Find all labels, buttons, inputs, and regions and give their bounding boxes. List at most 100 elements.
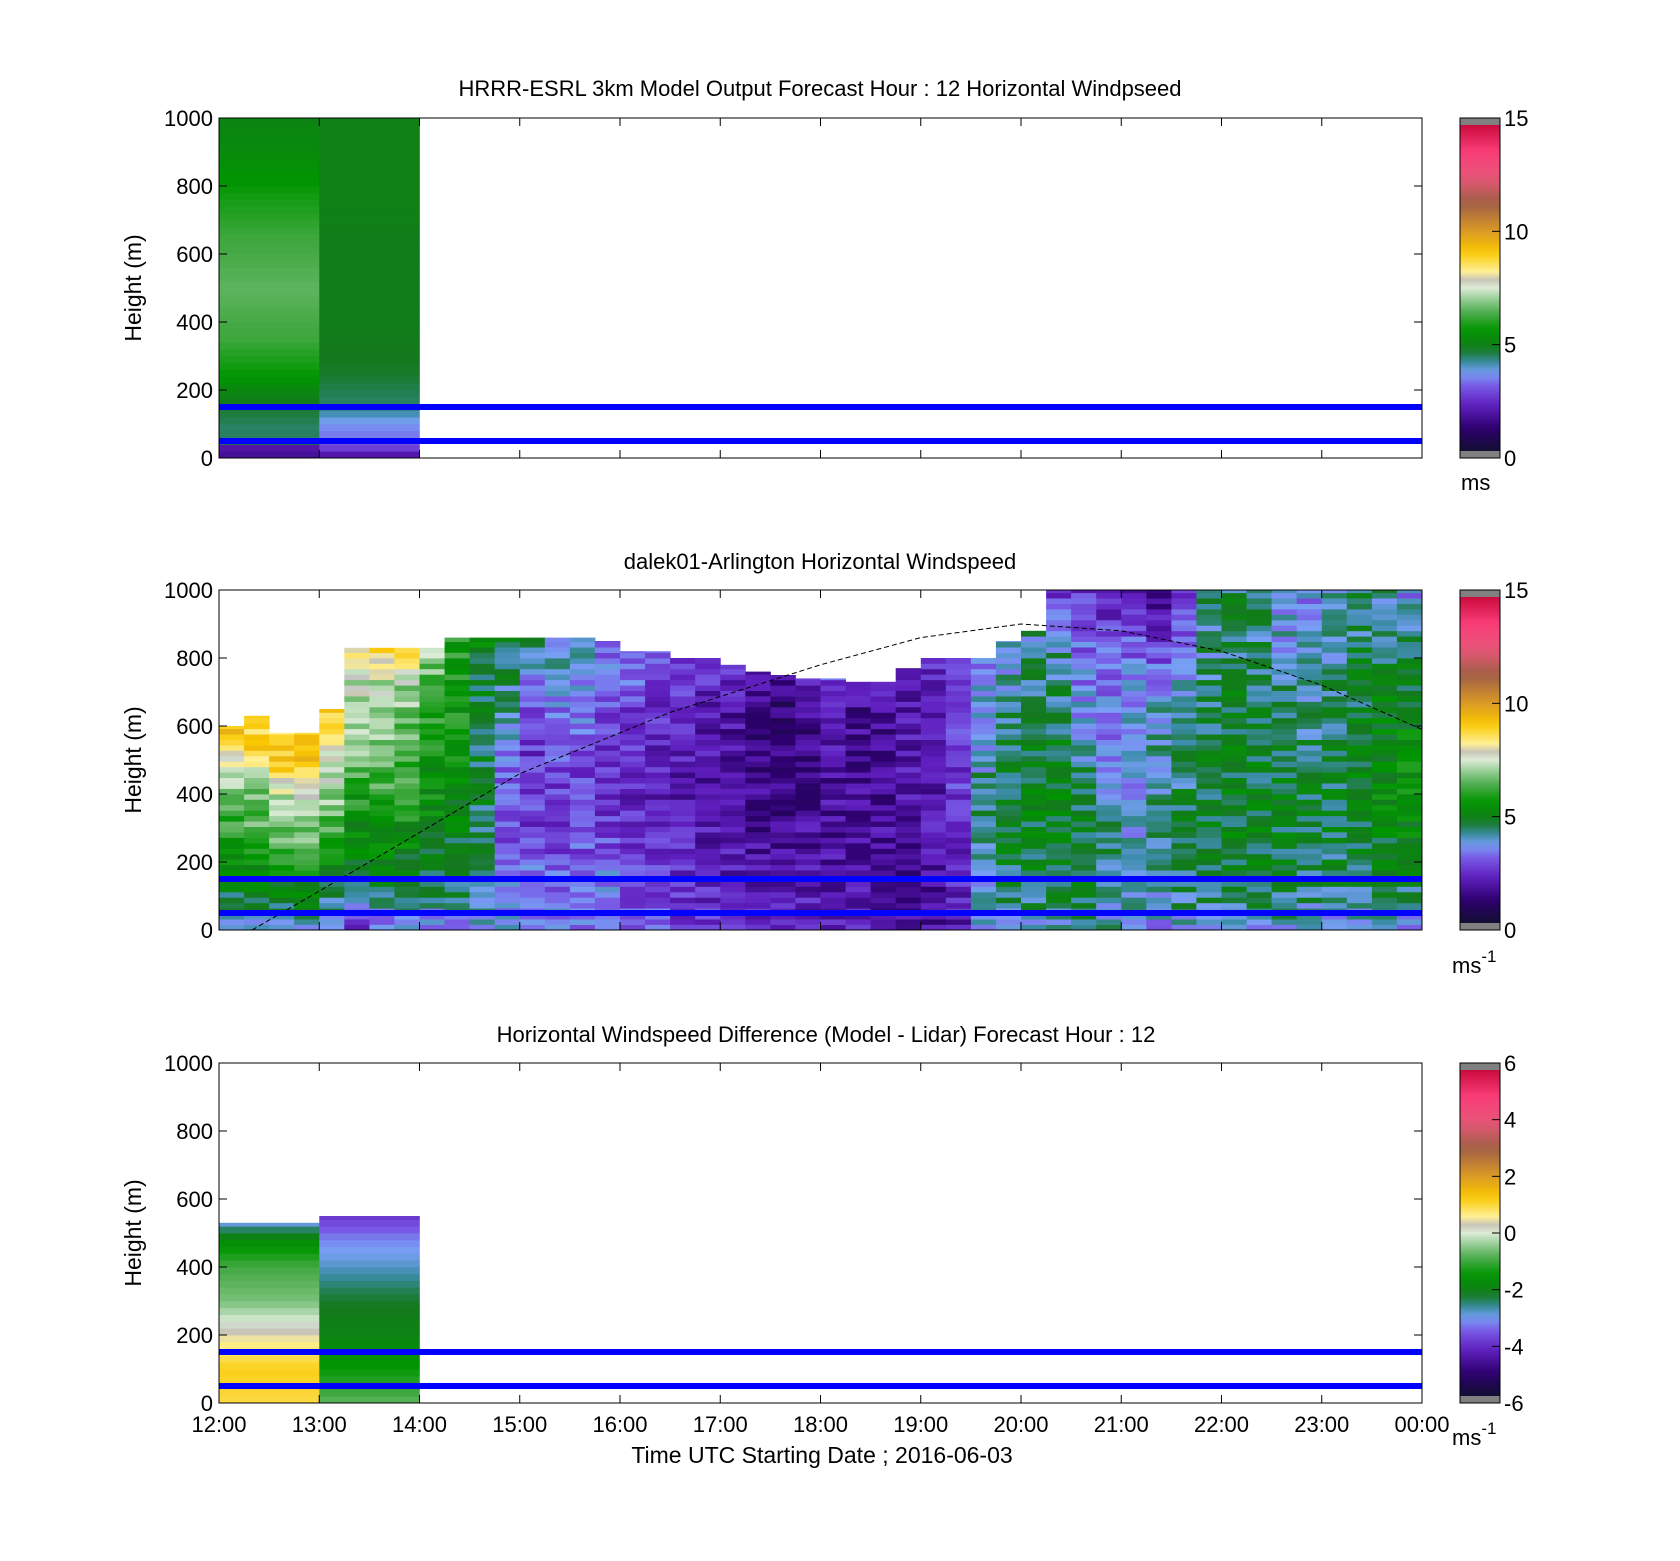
heatmap-cell — [795, 777, 821, 784]
heatmap-cell — [219, 220, 320, 228]
heatmap-cell — [494, 772, 521, 778]
heatmap-cell — [219, 794, 245, 800]
heatmap-cell — [670, 897, 696, 904]
heatmap-cell — [344, 804, 370, 811]
heatmap-cell — [945, 755, 972, 762]
heatmap-cell — [319, 281, 420, 289]
heatmap-cell — [720, 777, 746, 784]
heatmap-cell — [1146, 799, 1172, 806]
heatmap-cell — [1046, 734, 1072, 740]
heatmap-cell — [945, 772, 972, 778]
heatmap-cell — [1171, 772, 1197, 778]
heatmap-cell — [920, 799, 947, 806]
heatmap-cell — [494, 707, 521, 713]
heatmap-cell — [1296, 707, 1323, 713]
heatmap-cell — [920, 745, 947, 751]
heatmap-cell — [820, 707, 846, 713]
heatmap-cell — [845, 897, 872, 904]
heatmap-cell — [795, 881, 821, 887]
heatmap-cell — [1371, 674, 1398, 681]
heatmap-cell — [1321, 658, 1348, 664]
heatmap-cell — [1096, 679, 1122, 686]
heatmap-cell — [1071, 821, 1097, 827]
heatmap-cell — [1321, 739, 1348, 746]
heatmap-cell — [1271, 712, 1298, 719]
heatmap-cell — [1146, 788, 1172, 795]
heatmap-cell — [269, 886, 295, 893]
heatmap-cell — [945, 815, 972, 822]
heatmap-cell — [569, 853, 596, 860]
heatmap-cell — [344, 750, 370, 757]
heatmap-cell — [1321, 810, 1348, 817]
heatmap-cell — [569, 717, 596, 724]
heatmap-cell — [1396, 821, 1422, 827]
heatmap-cell — [1346, 891, 1373, 898]
heatmap-cell — [770, 815, 796, 822]
heatmap-cell — [219, 145, 320, 153]
heatmap-cell — [920, 897, 947, 904]
heatmap-cell — [970, 821, 997, 827]
heatmap-cell — [820, 886, 846, 893]
heatmap-cell — [394, 799, 420, 806]
heatmap-cell — [820, 881, 846, 887]
heatmap-cell — [394, 859, 420, 866]
heatmap-cell — [1046, 804, 1072, 811]
heatmap-cell — [219, 761, 245, 768]
heatmap-cell — [695, 859, 721, 866]
heatmap-cell — [319, 417, 420, 425]
colorbar-tick-label: 0 — [1504, 1221, 1516, 1246]
heatmap-cell — [620, 723, 646, 730]
heatmap-cell — [294, 799, 320, 806]
heatmap-cell — [1246, 902, 1273, 909]
heatmap-cell — [820, 804, 846, 811]
heatmap-cell — [745, 728, 771, 735]
heatmap-cell — [1121, 777, 1147, 784]
heatmap-cell — [469, 745, 496, 751]
heatmap-cell — [594, 821, 621, 827]
heatmap-cell — [269, 902, 295, 909]
heatmap-cell — [645, 804, 671, 811]
colorbar-over — [1460, 1063, 1500, 1070]
heatmap-cell — [1146, 739, 1172, 746]
heatmap-cell — [845, 696, 872, 702]
heatmap-cell — [1046, 755, 1072, 762]
heatmap-cell — [1096, 707, 1122, 713]
heatmap-cell — [1246, 658, 1273, 664]
heatmap-cell — [519, 891, 546, 898]
heatmap-cell — [1046, 864, 1072, 871]
heatmap-cell — [645, 668, 671, 675]
heatmap-cell — [820, 870, 846, 876]
heatmap-cell — [219, 1369, 320, 1377]
heatmap-cell — [219, 1239, 320, 1247]
heatmap-cell — [319, 783, 345, 789]
heatmap-cell — [1246, 690, 1273, 697]
heatmap-cell — [620, 881, 646, 887]
heatmap-cell — [544, 821, 571, 827]
heatmap-cell — [1246, 810, 1273, 817]
heatmap-cell — [219, 859, 245, 866]
heatmap-cell — [269, 864, 295, 871]
heatmap-cell — [319, 902, 345, 909]
heatmap-cell — [444, 783, 471, 789]
heatmap-cell — [1096, 783, 1122, 789]
heatmap-cell — [1321, 712, 1348, 719]
heatmap-cell — [695, 810, 721, 817]
heatmap-cell — [620, 804, 646, 811]
heatmap-cell — [1221, 859, 1247, 866]
heatmap-cell — [569, 777, 596, 784]
heatmap-cell — [645, 886, 671, 893]
heatmap-cell — [970, 881, 997, 887]
heatmap-cell — [620, 859, 646, 866]
heatmap-cell — [344, 799, 370, 806]
heatmap-cell — [219, 1273, 320, 1281]
heatmap-cell — [670, 674, 696, 681]
heatmap-cell — [394, 679, 420, 686]
heatmap-cell — [444, 810, 471, 817]
heatmap-cell — [1371, 734, 1398, 740]
heatmap-cell — [1146, 717, 1172, 724]
heatmap-cell — [394, 886, 420, 893]
heatmap-cell — [219, 294, 320, 302]
heatmap-cell — [1396, 739, 1422, 746]
heatmap-cell — [645, 674, 671, 681]
